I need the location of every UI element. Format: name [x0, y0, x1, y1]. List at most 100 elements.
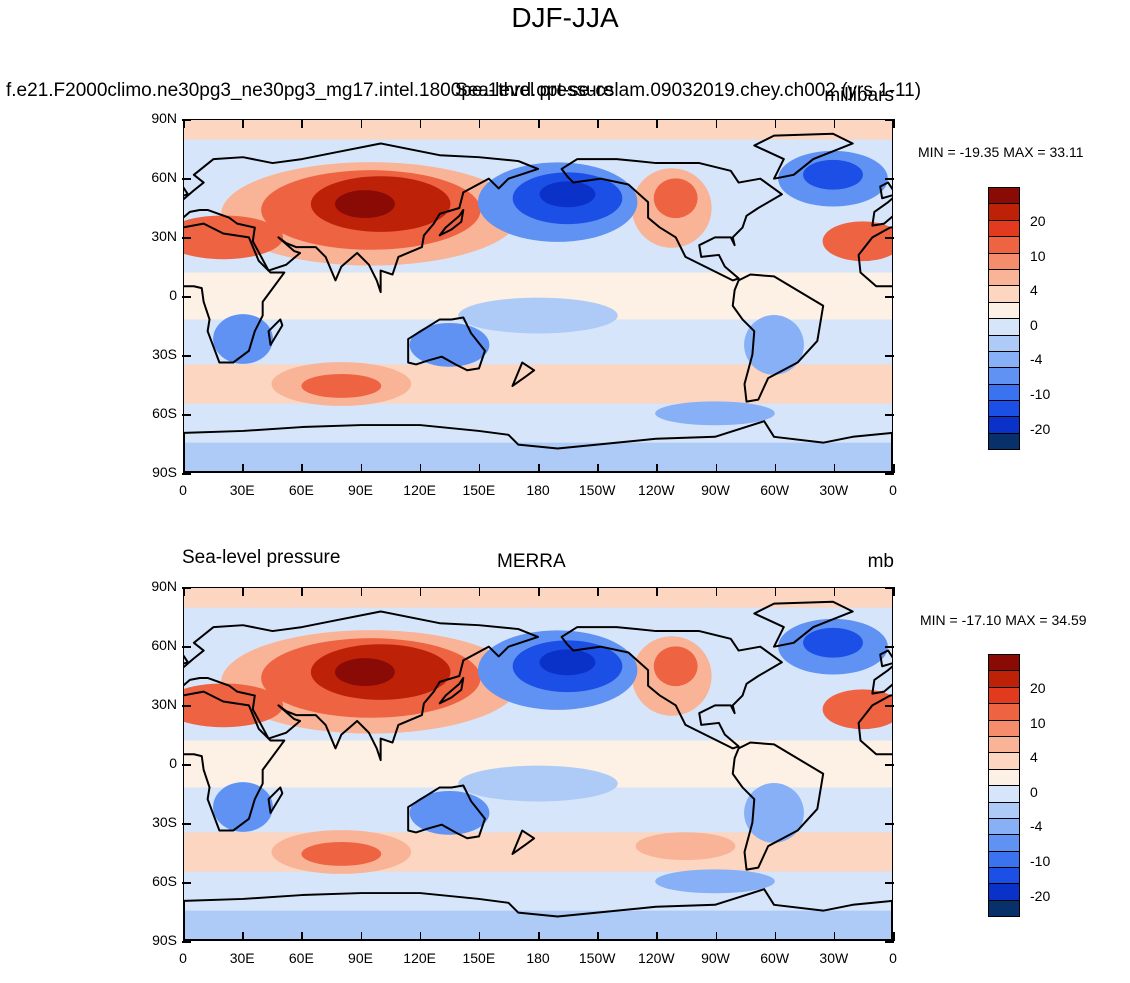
- lon-tick-mark: [833, 587, 836, 596]
- field-siberian-high-core: [335, 658, 395, 687]
- lat-tick-mark: [182, 473, 191, 475]
- colorbar-label: -20: [1030, 887, 1051, 904]
- lat-tick-mark: [182, 119, 191, 121]
- panel1-left-title: f.e21.F2000climo.ne30pg3_ne30pg3_mg17.in…: [6, 80, 922, 101]
- colorbar-swatch: [988, 686, 1020, 705]
- lon-tick-mark: [419, 932, 422, 941]
- lat-tick-label: 30S: [152, 814, 177, 830]
- lat-tick-mark: [885, 823, 894, 825]
- coastline-japan: [438, 676, 465, 705]
- lon-tick-mark: [774, 119, 777, 128]
- field-icelandic-low-core: [803, 159, 863, 190]
- lon-tick-label: 120E: [403, 950, 437, 966]
- lon-tick-label: 0: [889, 950, 897, 966]
- lon-tick-label: 60E: [288, 950, 314, 966]
- colorbar-swatch: [988, 801, 1020, 819]
- lon-tick-label: 90E: [348, 482, 373, 498]
- field-south-america-low: [744, 315, 804, 375]
- lat-tick-label: 60S: [152, 405, 177, 421]
- lon-tick-mark: [301, 932, 303, 941]
- lon-tick-mark: [538, 119, 540, 128]
- lon-tick-label: 120W: [638, 950, 675, 966]
- lon-tick-label: 0: [179, 950, 187, 966]
- lat-tick-label: 60N: [151, 169, 177, 185]
- field-southern-low: [655, 401, 775, 426]
- panel2-left-title: Sea-level pressure: [182, 547, 341, 568]
- lat-tick-label: 30N: [151, 228, 177, 244]
- lon-tick-mark: [478, 587, 481, 596]
- colorbar-swatch: [988, 334, 1020, 352]
- lon-tick-label: 60E: [288, 482, 314, 498]
- colorbar-swatch: [988, 285, 1020, 303]
- lon-tick-mark: [360, 464, 362, 473]
- lon-tick-label: 150E: [462, 482, 496, 498]
- lon-tick-label: 150E: [462, 950, 496, 966]
- colorbar-label: 10: [1030, 714, 1046, 731]
- field-australia-low: [409, 323, 490, 367]
- coastline-madagascar: [267, 318, 284, 346]
- lon-tick-label: 30W: [819, 482, 849, 498]
- colorbar-swatch: [988, 850, 1020, 869]
- colorbar-label: -4: [1030, 351, 1043, 368]
- lon-tick-mark: [183, 119, 185, 128]
- lat-tick-mark: [182, 764, 191, 766]
- colorbar-label: -4: [1030, 818, 1043, 835]
- colorbar-swatch: [988, 416, 1020, 434]
- lon-tick-mark: [242, 119, 244, 128]
- coastline-samerica: [731, 273, 825, 403]
- lon-tick-mark: [242, 464, 244, 473]
- lon-tick-mark: [715, 587, 717, 596]
- field-pacific-high: [635, 364, 736, 393]
- lon-tick-mark: [360, 119, 362, 128]
- lon-tick-mark: [774, 932, 777, 941]
- coastline-samerica: [731, 741, 825, 871]
- lat-tick-label: 30S: [152, 346, 177, 362]
- colorbar-swatch: [988, 752, 1020, 770]
- field-atlantic-high: [822, 221, 892, 262]
- coastline-namerica: [560, 158, 783, 282]
- lon-tick-mark: [360, 932, 362, 941]
- coastline-eurasia: [184, 142, 539, 294]
- lon-tick-mark: [893, 587, 895, 596]
- lon-tick-mark: [183, 587, 185, 596]
- lon-tick-mark: [538, 464, 540, 473]
- colorbar-swatch: [988, 187, 1020, 205]
- colorbar-swatch: [988, 236, 1020, 254]
- field-namerica-high-core: [653, 646, 698, 687]
- lon-tick-mark: [478, 932, 481, 941]
- colorbar-label: 20: [1030, 680, 1046, 696]
- lon-tick-mark: [597, 464, 599, 473]
- lat-tick-mark: [885, 178, 894, 180]
- lon-tick-mark: [715, 464, 717, 473]
- colorbar-swatch: [988, 252, 1020, 270]
- lon-tick-mark: [597, 587, 599, 596]
- colorbar-label: 10: [1030, 247, 1046, 264]
- lon-tick-label: 60W: [760, 950, 790, 966]
- lat-tick-mark: [182, 646, 191, 648]
- lon-tick-mark: [478, 464, 481, 473]
- lat-tick-mark: [885, 355, 894, 357]
- colorbar-swatch: [988, 203, 1020, 221]
- lat-tick-mark: [885, 414, 894, 416]
- panel2-colorbar: [988, 654, 1020, 918]
- lat-tick-mark: [182, 587, 191, 589]
- lat-tick-mark: [182, 941, 191, 943]
- coastline-nz: [511, 829, 536, 855]
- lon-tick-mark: [478, 119, 481, 128]
- lon-tick-mark: [715, 119, 717, 128]
- colorbar-swatch: [988, 768, 1020, 787]
- lat-tick-label: 60S: [152, 873, 177, 889]
- lat-tick-mark: [182, 414, 191, 416]
- coastline-nz: [511, 361, 536, 387]
- colorbar-label: 0: [1030, 783, 1038, 800]
- colorbar-swatch: [988, 383, 1020, 402]
- lat-tick-label: 90N: [151, 578, 177, 594]
- coastline-africa: [184, 690, 286, 832]
- lon-tick-mark: [538, 932, 540, 941]
- coastline-australia: [407, 316, 486, 372]
- field-siberian-high-core: [335, 190, 395, 219]
- colorbar-swatch: [988, 899, 1020, 918]
- lat-tick-mark: [182, 355, 191, 357]
- panel1-colorbar: [988, 187, 1020, 451]
- panel1-right-title: millibars: [824, 85, 894, 106]
